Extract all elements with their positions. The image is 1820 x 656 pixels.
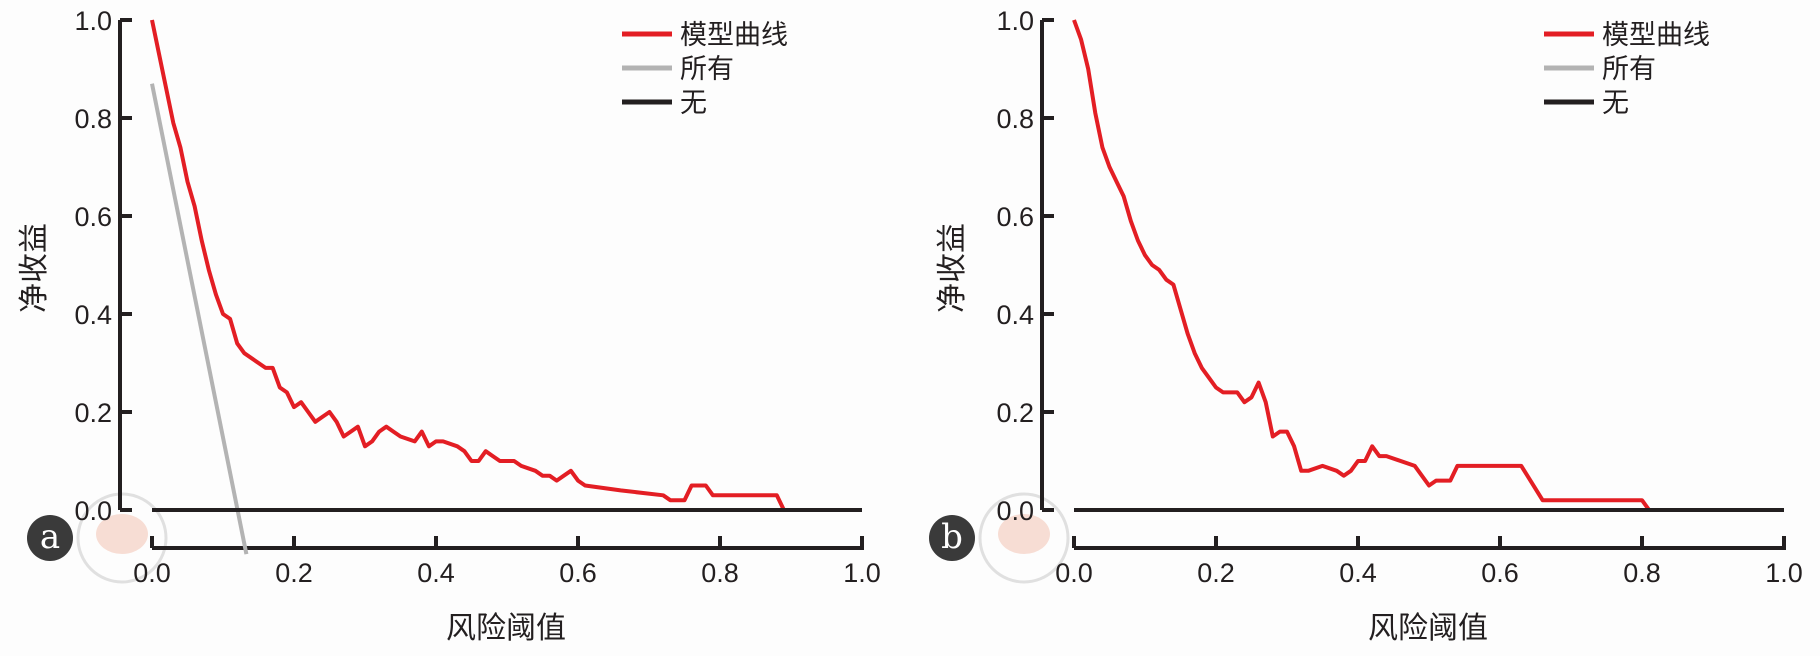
y-tick-label: 0.0 (74, 496, 112, 526)
x-tick-label: 1.0 (843, 558, 881, 588)
legend-label: 模型曲线 (1602, 20, 1710, 51)
y-tick-label: 1.0 (74, 6, 112, 36)
watermark-ring (978, 492, 1070, 584)
y-tick-label: 0.4 (74, 300, 112, 330)
panel-label: a (40, 517, 60, 557)
series-line-1 (150, 83, 249, 555)
chart-panel-a: 0.0 0.2 0.4 0.6 0.8 1.0 0.0 0.2 0.4 0.6 0.8 1.0 净收益风… (17, 6, 881, 646)
legend-label: 无 (1602, 88, 1629, 119)
x-tick-label: 0.0 (1055, 558, 1093, 588)
x-tick-label: 0.8 (701, 558, 739, 588)
x-tick-label: 0.2 (1197, 558, 1235, 588)
legend-label: 所有 (680, 54, 734, 85)
x-tick-label: 0.0 (133, 558, 171, 588)
x-tick-label: 0.4 (417, 558, 455, 588)
x-tick-label: 0.8 (1623, 558, 1661, 588)
watermark-seal (978, 492, 1070, 584)
panel-badge (929, 515, 975, 561)
series-line-0 (1072, 19, 1784, 512)
y-tick-label: 0.4 (996, 300, 1034, 330)
series-line-0 (150, 19, 862, 512)
y-tick-label: 0.8 (74, 104, 112, 134)
x-tick-label: 1.0 (1765, 558, 1803, 588)
legend-label: 所有 (1602, 54, 1656, 85)
panel-badge (27, 515, 73, 561)
y-axis-title: 净收益 (935, 223, 970, 313)
y-tick-label: 0.2 (996, 398, 1034, 428)
y-tick-label: 0.6 (74, 202, 112, 232)
legend-label: 模型曲线 (680, 20, 788, 51)
x-axis-title: 风险阈值 (446, 611, 566, 646)
y-tick-label: 0.8 (996, 104, 1034, 134)
watermark-map (998, 514, 1050, 554)
y-tick-label: 1.0 (996, 6, 1034, 36)
y-tick-label: 0.6 (996, 202, 1034, 232)
x-tick-label: 0.6 (559, 558, 597, 588)
x-tick-label: 0.6 (1481, 558, 1519, 588)
watermark-map (96, 514, 148, 554)
chart-panel-b: 0.0 0.2 0.4 0.6 0.8 1.0 0.0 0.2 0.4 0.6 0.8 1.0 净收益风… (929, 6, 1803, 646)
legend-label: 无 (680, 88, 707, 119)
x-axis-title: 风险阈值 (1368, 611, 1488, 646)
y-tick-label: 0.2 (74, 398, 112, 428)
y-axis-title: 净收益 (17, 223, 52, 313)
x-tick-label: 0.4 (1339, 558, 1377, 588)
panel-label: b (941, 517, 963, 557)
y-tick-label: 0.0 (996, 496, 1034, 526)
x-tick-label: 0.2 (275, 558, 313, 588)
